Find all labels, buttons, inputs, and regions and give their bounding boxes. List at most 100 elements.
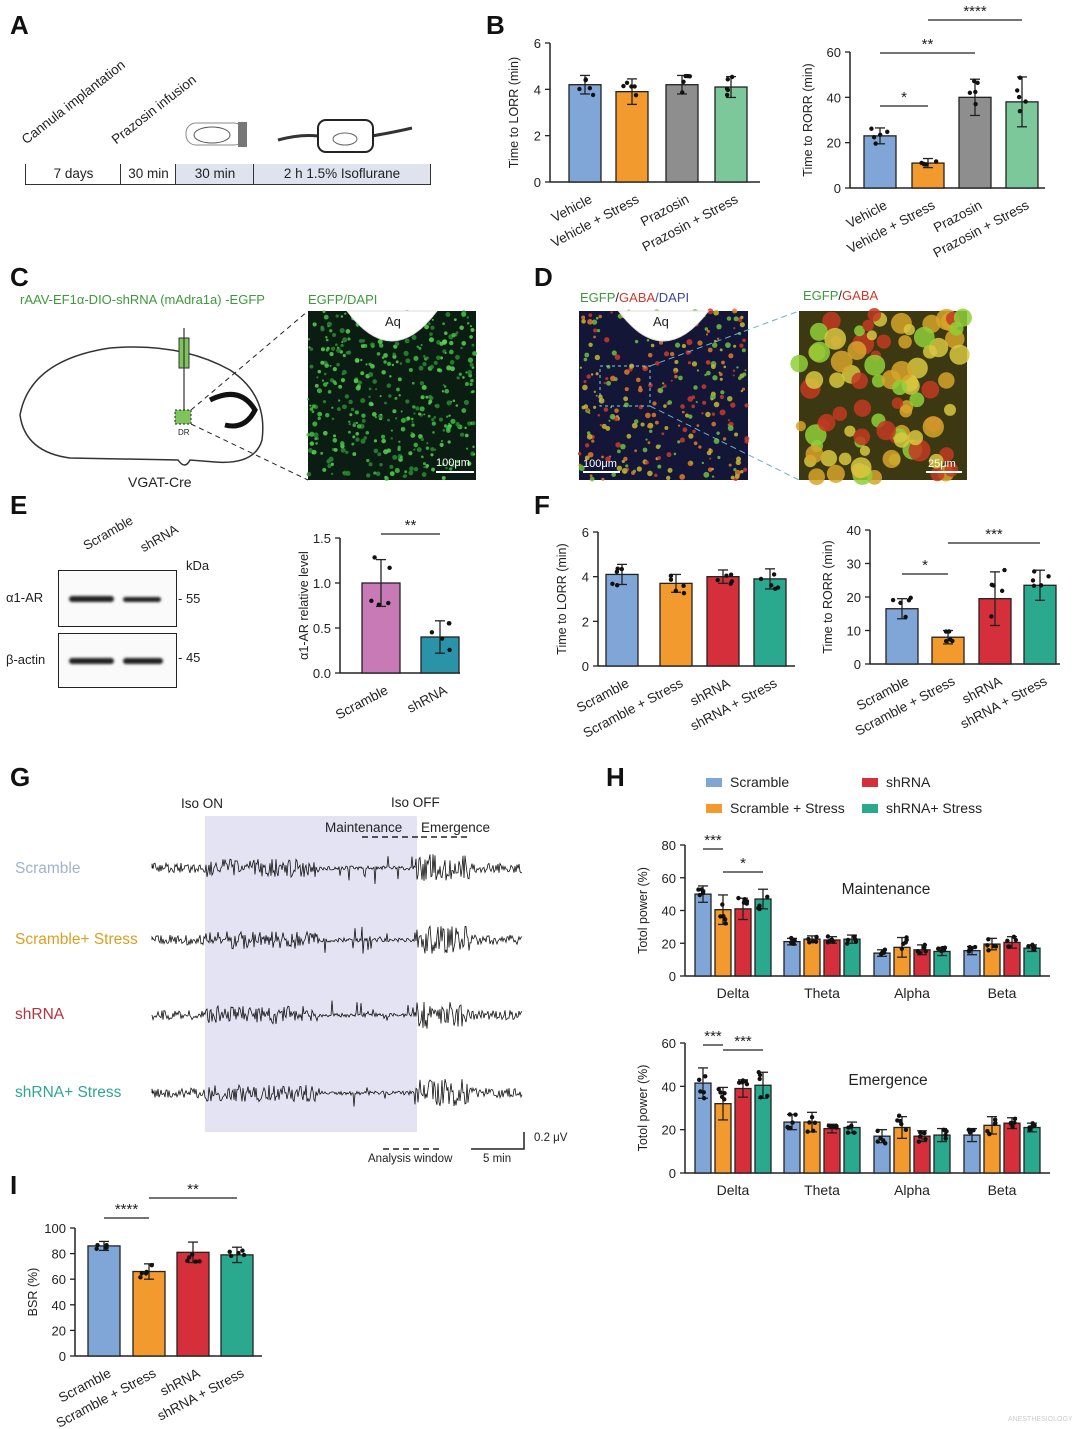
cell [431,418,435,422]
cell [368,387,372,391]
significance-label: *** [704,1028,722,1045]
cell [726,316,732,321]
cell [740,315,744,319]
y-axis-label: Time to RORR (min) [821,540,835,653]
cell [306,471,312,477]
cell [595,316,599,320]
cell [424,324,429,330]
cell [391,363,395,367]
cell [586,433,593,440]
cell [315,442,318,445]
cell [682,427,688,433]
cell [736,366,739,369]
cell [719,372,723,377]
injection-site [174,409,192,425]
cell [360,358,363,362]
cell [448,422,451,425]
cell [862,319,874,332]
cell [449,340,454,346]
bar [843,1126,861,1174]
cell [659,340,663,345]
cell [411,420,414,423]
cell [930,467,945,482]
cell [418,365,424,371]
cell [611,472,617,477]
cell [373,439,378,443]
blot-band [69,596,114,602]
y-tick-label: 0 [534,175,541,190]
eeg-trace-1 [151,924,523,954]
data-point [683,73,688,79]
cell [430,453,434,457]
cell [456,460,460,464]
cell [435,403,440,409]
legend-swatch [706,804,722,813]
cell [899,404,913,418]
y-tick-label: 60 [662,871,676,886]
y-tick-label: 80 [52,1247,66,1262]
cell [583,380,587,384]
data-point [1027,1127,1032,1132]
data-point [792,938,797,943]
cell [392,409,397,414]
cell [403,474,407,478]
cell [736,456,742,462]
cell [711,412,716,416]
cell [408,451,413,456]
cell [655,361,660,366]
cell [429,364,435,369]
data-point [728,572,734,577]
data-point [729,579,735,584]
cell [335,314,339,318]
trace-label-scramble-stress: Scramble+ Stress [15,931,138,948]
data-point [699,887,704,892]
cell [822,311,841,331]
data-point [1046,574,1051,579]
data-point [587,85,593,91]
cell [471,421,476,426]
cell [411,423,415,427]
cell [702,400,707,405]
chart-E_wb: 0.0 0.5 1.0 1.5α1-AR relative level Scramble… [297,517,460,722]
cell [368,372,374,378]
data-point [993,1120,998,1126]
stain-dapi: /DAPI [655,290,690,305]
cell [876,334,891,349]
cell [460,432,465,437]
cell [674,342,681,348]
cell [470,378,474,383]
data-point [1011,934,1017,939]
data-point [943,638,949,644]
data-point [187,1255,192,1260]
cell [399,455,403,459]
cell [332,333,337,337]
data-point [985,943,990,948]
cell [306,398,310,401]
cell [314,383,319,388]
cell [381,356,385,359]
cell [603,407,609,412]
bar [823,939,841,977]
data-point [788,940,794,945]
data-point [1017,108,1023,114]
significance-label: ** [187,1181,199,1198]
significance-label: **** [963,3,987,20]
cell [742,338,746,343]
bar [863,135,897,189]
cell [397,377,402,382]
cell [355,385,361,391]
cell [698,445,702,449]
cell [625,464,629,468]
eeg-trace-3 [151,1079,523,1107]
cell [345,450,349,455]
data-point [875,1139,880,1144]
cell [847,341,867,361]
cell [611,350,617,356]
y-axis-label: Time to LORR (min) [555,543,569,654]
cell [319,412,323,416]
analysis-window-label: Analysis window [368,1153,453,1165]
cell [608,455,612,458]
blot-band [123,597,161,602]
cell [876,420,896,441]
